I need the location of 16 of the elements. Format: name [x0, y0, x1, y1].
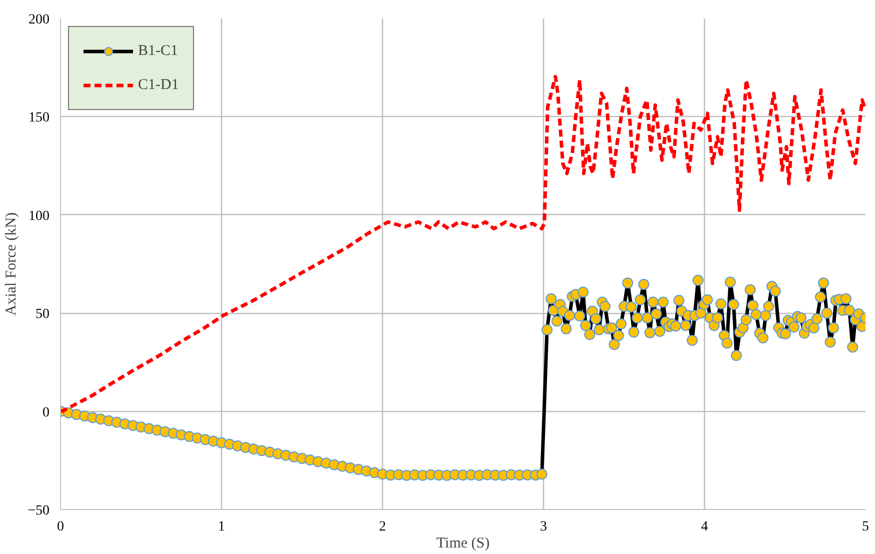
x-axis-title: Time (S): [436, 536, 490, 552]
y-tick-label: 0: [42, 405, 50, 420]
y-tick-label: 150: [28, 110, 50, 126]
x-tick-label: 3: [540, 520, 547, 534]
legend-label: B1-C1: [138, 42, 178, 60]
legend-label: C1-D1: [138, 76, 179, 94]
y-tick-label: −50: [28, 504, 50, 518]
y-tick-label: 50: [36, 307, 50, 322]
y-tick-label: 200: [28, 12, 50, 28]
y-tick-label: 100: [28, 208, 50, 224]
x-tick-label: 5: [862, 520, 869, 534]
y-axis-title: Axial Force (kN): [4, 212, 20, 316]
x-tick-label: 1: [218, 520, 225, 534]
x-tick-label: 0: [57, 520, 64, 534]
x-tick-label: 2: [379, 520, 386, 534]
x-tick-label: 4: [701, 520, 708, 534]
